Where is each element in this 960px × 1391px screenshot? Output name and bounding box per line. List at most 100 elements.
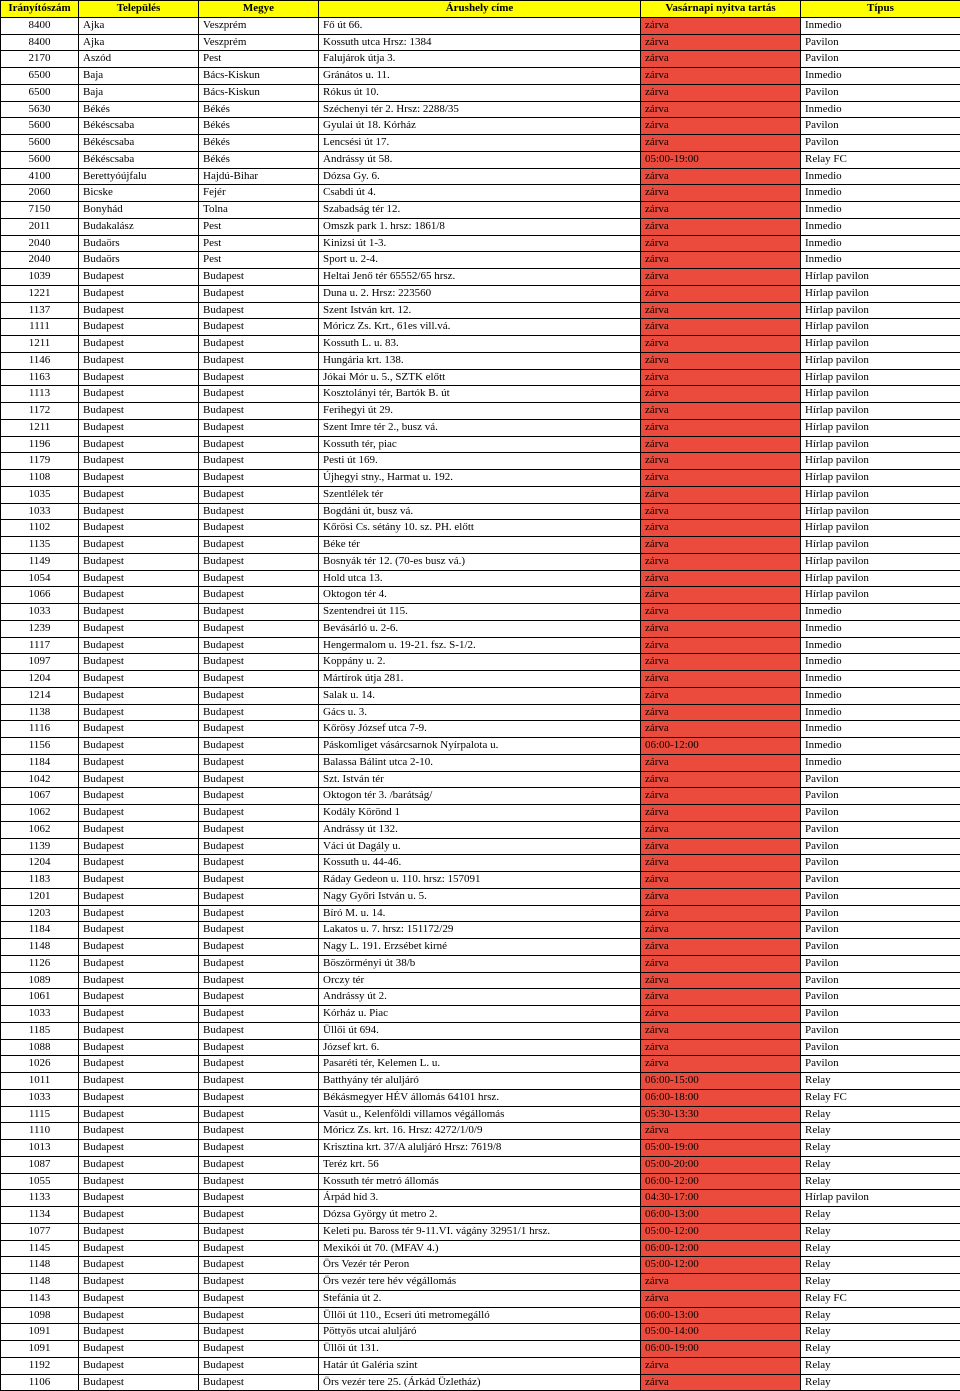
table-cell: zárva — [641, 51, 801, 68]
table-cell: Budapest — [199, 972, 319, 989]
table-cell: zárva — [641, 386, 801, 403]
table-cell: Budapest — [79, 1056, 199, 1073]
table-cell: zárva — [641, 587, 801, 604]
table-cell: Hírlap pavilon — [801, 570, 960, 587]
table-cell: Ferihegyi út 29. — [319, 403, 641, 420]
table-cell: Budapest — [199, 520, 319, 537]
table-cell: zárva — [641, 654, 801, 671]
table-cell: Budapest — [79, 269, 199, 286]
table-row: 1134BudapestBudapestDózsa György út metr… — [1, 1207, 960, 1224]
table-cell: Bíró M. u. 14. — [319, 905, 641, 922]
table-row: 1146BudapestBudapestHungária krt. 138.zá… — [1, 352, 960, 369]
table-cell: Budapest — [79, 838, 199, 855]
table-row: 1033BudapestBudapestBékásmegyer HÉV állo… — [1, 1089, 960, 1106]
table-cell: Relay — [801, 1156, 960, 1173]
table-cell: Batthyány tér aluljáró — [319, 1073, 641, 1090]
table-cell: Budapest — [79, 754, 199, 771]
table-cell: Fő út 66. — [319, 17, 641, 34]
table-cell: Inmedio — [801, 637, 960, 654]
table-cell: Pavilon — [801, 805, 960, 822]
table-cell: Szt. István tér — [319, 771, 641, 788]
table-cell: Budapest — [79, 955, 199, 972]
table-cell: Inmedio — [801, 738, 960, 755]
table-cell: Inmedio — [801, 101, 960, 118]
table-cell: Inmedio — [801, 68, 960, 85]
table-cell: Budapest — [199, 302, 319, 319]
table-cell: zárva — [641, 486, 801, 503]
table-cell: 06:00-12:00 — [641, 1173, 801, 1190]
table-row: 1088BudapestBudapestJózsef krt. 6.zárvaP… — [1, 1039, 960, 1056]
table-cell: 1148 — [1, 939, 79, 956]
table-row: 7150BonyhádTolnaSzabadság tér 12.zárvaIn… — [1, 202, 960, 219]
table-cell: Inmedio — [801, 202, 960, 219]
table-row: 6500BajaBács-KiskunGránátos u. 11.zárvaI… — [1, 68, 960, 85]
table-cell: 1033 — [1, 1089, 79, 1106]
table-cell: Budapest — [79, 1207, 199, 1224]
table-cell: 1221 — [1, 285, 79, 302]
table-cell: 1062 — [1, 805, 79, 822]
table-cell: 1113 — [1, 386, 79, 403]
col-header-town: Település — [79, 1, 199, 18]
table-cell: Békés — [199, 151, 319, 168]
table-row: 1097BudapestBudapestKoppány u. 2.zárvaIn… — [1, 654, 960, 671]
table-cell: zárva — [641, 1022, 801, 1039]
table-cell: Szentlélek tér — [319, 486, 641, 503]
table-cell: Relay — [801, 1123, 960, 1140]
table-cell: 1062 — [1, 821, 79, 838]
table-cell: 1184 — [1, 754, 79, 771]
table-cell: Örs vezér tere hév végállomás — [319, 1274, 641, 1291]
table-cell: 2060 — [1, 185, 79, 202]
table-cell: Pavilon — [801, 135, 960, 152]
table-row: 5600BékéscsabaBékésLencsési út 17.zárvaP… — [1, 135, 960, 152]
table-cell: Relay — [801, 1274, 960, 1291]
table-cell: Budapest — [199, 872, 319, 889]
table-cell: József krt. 6. — [319, 1039, 641, 1056]
table-cell: Budapest — [199, 1341, 319, 1358]
table-cell: Pavilon — [801, 1006, 960, 1023]
table-row: 1148BudapestBudapestNagy L. 191. Erzsébe… — [1, 939, 960, 956]
table-cell: Móricz Zs. Krt., 61es vill.vá. — [319, 319, 641, 336]
table-cell: Örs vezér tere 25. (Árkád Üzletház) — [319, 1374, 641, 1391]
table-cell: zárva — [641, 570, 801, 587]
table-cell: zárva — [641, 1374, 801, 1391]
table-cell: 1135 — [1, 537, 79, 554]
table-cell: Budapest — [199, 604, 319, 621]
table-cell: Budapest — [199, 738, 319, 755]
table-row: 1062BudapestBudapestAndrássy út 132.zárv… — [1, 821, 960, 838]
table-cell: Hold utca 13. — [319, 570, 641, 587]
table-cell: zárva — [641, 704, 801, 721]
table-row: 1062BudapestBudapestKodály Körönd 1zárva… — [1, 805, 960, 822]
table-cell: Hungária krt. 138. — [319, 352, 641, 369]
table-cell: 1201 — [1, 888, 79, 905]
table-cell: zárva — [641, 202, 801, 219]
table-cell: Határ út Galéria szint — [319, 1357, 641, 1374]
table-cell: Széchenyi tér 2. Hrsz: 2288/35 — [319, 101, 641, 118]
table-cell: 1126 — [1, 955, 79, 972]
table-cell: Budapest — [79, 1341, 199, 1358]
table-cell: Pavilon — [801, 771, 960, 788]
table-cell: Budapest — [79, 604, 199, 621]
table-cell: Ajka — [79, 34, 199, 51]
table-cell: zárva — [641, 905, 801, 922]
table-cell: Bevásárló u. 2-6. — [319, 620, 641, 637]
table-cell: Budapest — [199, 620, 319, 637]
table-cell: Budapest — [79, 905, 199, 922]
table-cell: Budapest — [199, 922, 319, 939]
table-cell: Budakalász — [79, 218, 199, 235]
table-row: 1204BudapestBudapestMártírok útja 281.zá… — [1, 671, 960, 688]
table-cell: Inmedio — [801, 218, 960, 235]
table-cell: Budapest — [199, 1190, 319, 1207]
table-cell: Örs Vezér tér Peron — [319, 1257, 641, 1274]
table-cell: Budapest — [199, 888, 319, 905]
table-cell: Budapest — [79, 1307, 199, 1324]
table-cell: zárva — [641, 620, 801, 637]
table-cell: Dózsa György út metro 2. — [319, 1207, 641, 1224]
table-row: 1184BudapestBudapestLakatos u. 7. hrsz: … — [1, 922, 960, 939]
table-cell: zárva — [641, 419, 801, 436]
table-cell: 04:30-17:00 — [641, 1190, 801, 1207]
table-cell: Kőrösi Cs. sétány 10. sz. PH. előtt — [319, 520, 641, 537]
table-row: 1138BudapestBudapestGács u. 3.zárvaInmed… — [1, 704, 960, 721]
table-cell: zárva — [641, 252, 801, 269]
col-header-addr: Árushely címe — [319, 1, 641, 18]
table-cell: Budapest — [79, 687, 199, 704]
